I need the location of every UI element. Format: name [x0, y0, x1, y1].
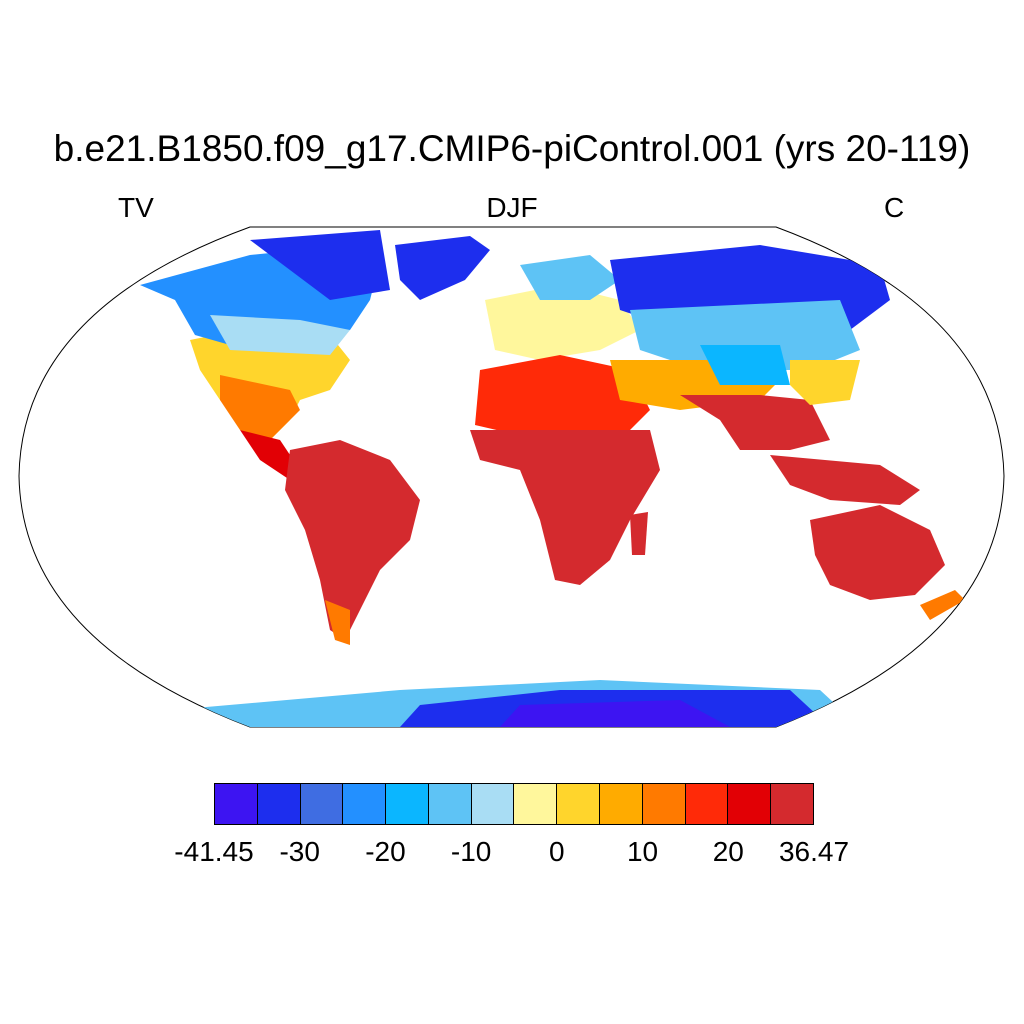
colorbar-box — [685, 784, 729, 824]
sub-saharan-africa — [470, 430, 660, 585]
colorbar-label: 0 — [549, 836, 565, 867]
south-america-tip — [325, 600, 350, 645]
new-zealand — [920, 590, 965, 620]
colorbar-box — [343, 784, 387, 824]
colorbar-label: -41.45 — [174, 836, 254, 867]
colorbar-box — [514, 784, 558, 824]
north-america-arctic — [250, 230, 390, 300]
colorbar-box — [428, 784, 472, 824]
colorbar-box — [600, 784, 643, 824]
scandinavia — [520, 255, 620, 300]
colorbar-label: 36.47 — [778, 836, 850, 867]
colorbar-label: -10 — [450, 836, 492, 867]
tibet — [700, 345, 790, 385]
south-america — [285, 440, 420, 640]
colorbar-box — [300, 784, 344, 824]
antarctica-deep — [500, 700, 730, 727]
north-america-mid — [210, 315, 350, 355]
colorbar-box — [215, 784, 258, 824]
north-africa — [475, 355, 650, 440]
greenland — [395, 236, 490, 300]
indonesia — [770, 455, 920, 505]
central-asia — [630, 300, 860, 370]
north-america-south — [220, 375, 300, 440]
colorbar — [214, 783, 814, 825]
plot-title: b.e21.B1850.f09_g17.CMIP6-piControl.001 … — [53, 128, 971, 169]
colorbar-label: -20 — [365, 836, 406, 867]
south-asia — [680, 395, 830, 450]
season-label: DJF — [486, 192, 538, 223]
colorbar-label: 20 — [712, 836, 744, 867]
east-asia — [790, 360, 860, 405]
colorbar-box — [471, 784, 515, 824]
colorbar-box — [257, 784, 301, 824]
variable-label: TV — [118, 192, 154, 223]
colorbar-label: -30 — [279, 836, 320, 867]
colorbar-box — [557, 784, 601, 824]
colorbar-box — [642, 784, 686, 824]
colorbar-box — [728, 784, 772, 824]
madagascar — [630, 512, 648, 555]
europe — [485, 285, 640, 360]
australia — [810, 505, 945, 600]
units-label: C — [884, 192, 905, 223]
north-america-warm — [190, 330, 350, 440]
colorbar-label: 10 — [626, 836, 659, 867]
colorbar-box — [386, 784, 429, 824]
colorbar-box — [771, 784, 813, 824]
central-america — [240, 430, 300, 480]
